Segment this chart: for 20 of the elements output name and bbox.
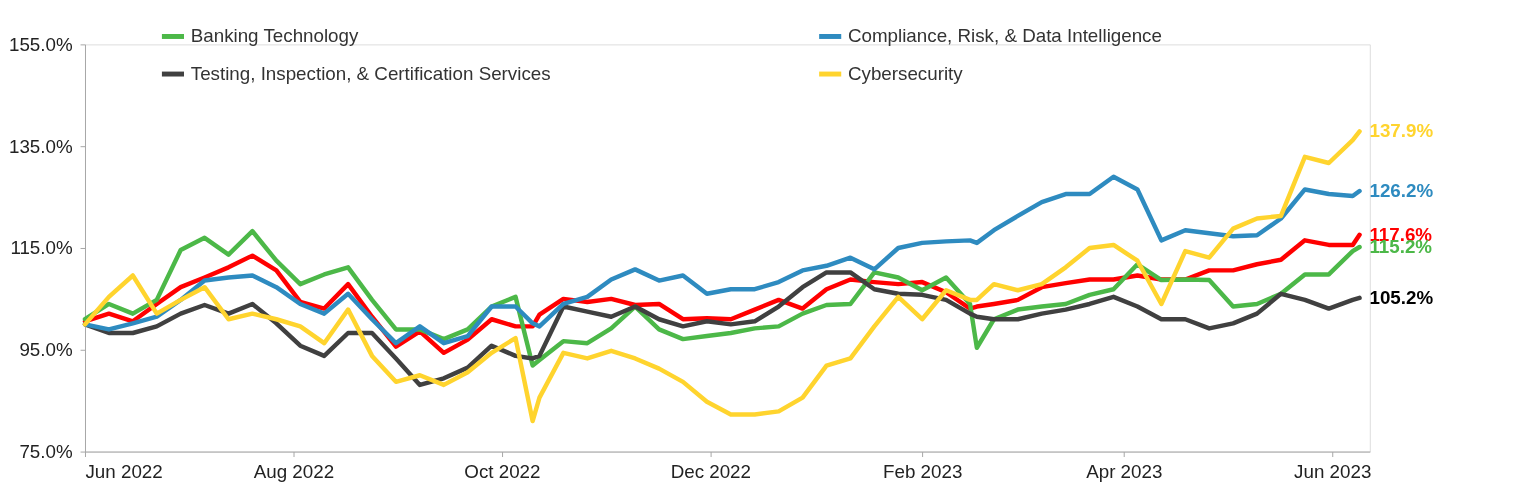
y-tick-label: 95.0%: [19, 339, 73, 361]
x-tick-label: Aug 2022: [253, 460, 335, 482]
y-tick-label: 135.0%: [8, 135, 73, 157]
x-tick-label: Feb 2023: [883, 460, 963, 482]
x-tick-label: Jun 2023: [1294, 460, 1372, 482]
x-tick-label: Oct 2022: [464, 460, 541, 482]
annotation: 137.9%: [1369, 120, 1434, 142]
x-tick-label: Dec 2022: [670, 460, 751, 482]
legend-label: Compliance, Risk, & Data Intelligence: [847, 25, 1162, 47]
x-tick-label: Apr 2023: [1086, 460, 1163, 482]
annotation: 105.2%: [1369, 286, 1434, 308]
annotation: 126.2%: [1369, 179, 1434, 201]
y-tick-label: 75.0%: [19, 441, 73, 463]
legend-label: Testing, Inspection, & Certification Services: [190, 62, 551, 84]
line-series: [82, 129, 1362, 424]
legend-label: Cybersecurity: [847, 62, 964, 84]
y-tick-label: 115.0%: [10, 237, 73, 259]
legend-label: Banking Technology: [190, 25, 359, 47]
x-tick-label: Jun 2022: [85, 460, 163, 482]
y-tick-label: 155.0%: [8, 33, 73, 55]
